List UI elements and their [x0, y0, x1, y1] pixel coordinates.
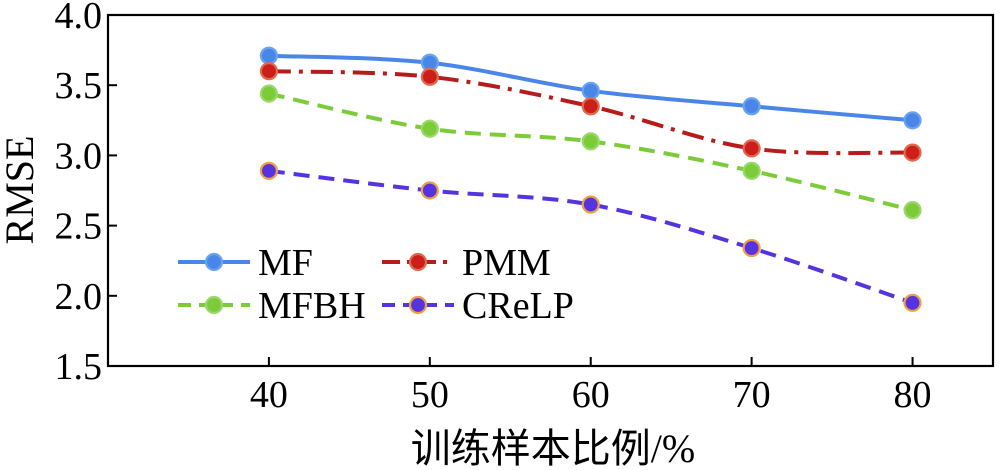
- y-tick-label-5: 4.0: [55, 0, 103, 37]
- data-point-pmm-60: [581, 97, 600, 116]
- x-tick-label-4: 80: [894, 374, 932, 416]
- legend-marker-mfbh: [204, 295, 224, 315]
- data-point-mfbh-50: [420, 119, 439, 138]
- data-point-mf-80: [903, 111, 922, 130]
- x-tick-label-2: 60: [572, 374, 610, 416]
- y-tick-label-0: 1.5: [55, 346, 103, 388]
- legend-label-mf: MF: [258, 242, 313, 284]
- legend-label-crelp: CReLP: [462, 285, 574, 327]
- series-line-crelp: [268, 168, 914, 305]
- legend-marker-pmm: [408, 252, 428, 272]
- legend-label-pmm: PMM: [462, 242, 551, 284]
- legend-label-mfbh: MFBH: [258, 285, 366, 327]
- x-tick-label-3: 70: [733, 374, 771, 416]
- y-tick-label-4: 3.5: [55, 65, 103, 107]
- y-tick-label-2: 2.5: [55, 206, 103, 248]
- legend: MF PMM MFBH CReLP: [178, 242, 574, 327]
- data-point-mfbh-70: [742, 161, 761, 180]
- data-point-mf-40: [259, 46, 279, 65]
- data-point-pmm-50: [420, 67, 439, 86]
- data-point-pmm-40: [259, 62, 279, 81]
- data-point-crelp-40: [259, 161, 279, 180]
- plot-area: 1.5 2.0 2.5 3.0 3.5 4.0 40 50 60 70 80: [55, 0, 995, 416]
- legend-marker-crelp: [408, 295, 428, 315]
- data-point-crelp-50: [420, 181, 439, 200]
- data-point-mf-70: [742, 97, 761, 116]
- data-point-pmm-70: [742, 139, 761, 158]
- y-tick-label-1: 2.0: [55, 276, 103, 318]
- data-point-crelp-70: [742, 238, 761, 258]
- data-point-mfbh-40: [259, 84, 279, 103]
- plot-frame: [106, 13, 995, 368]
- x-axis-title: 训练样本比例/%: [411, 426, 695, 470]
- y-axis-title: RMSE: [0, 136, 42, 245]
- data-point-mfbh-80: [903, 201, 922, 220]
- x-tick-label-1: 50: [411, 374, 449, 416]
- data-point-crelp-80: [903, 293, 922, 312]
- y-tick-label-3: 3.0: [55, 135, 103, 177]
- x-tick-label-0: 40: [250, 374, 288, 416]
- data-point-mfbh-60: [581, 132, 600, 151]
- legend-marker-mf: [204, 252, 224, 272]
- data-point-mf-60: [581, 81, 600, 100]
- data-point-crelp-60: [581, 195, 600, 214]
- data-point-pmm-80: [903, 143, 922, 162]
